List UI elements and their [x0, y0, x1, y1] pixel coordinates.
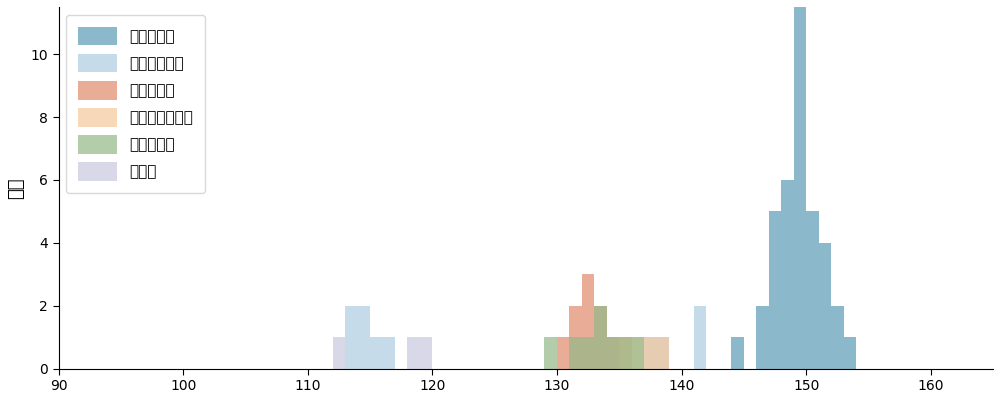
Polygon shape	[59, 306, 993, 369]
Polygon shape	[59, 337, 993, 369]
Polygon shape	[59, 306, 993, 369]
Legend: ストレート, カットボール, スプリット, チェンジアップ, スライダー, カーブ: ストレート, カットボール, スプリット, チェンジアップ, スライダー, カー…	[66, 14, 205, 193]
Polygon shape	[59, 0, 993, 369]
Y-axis label: 球数: 球数	[7, 177, 25, 198]
Polygon shape	[59, 337, 993, 369]
Polygon shape	[59, 274, 993, 369]
